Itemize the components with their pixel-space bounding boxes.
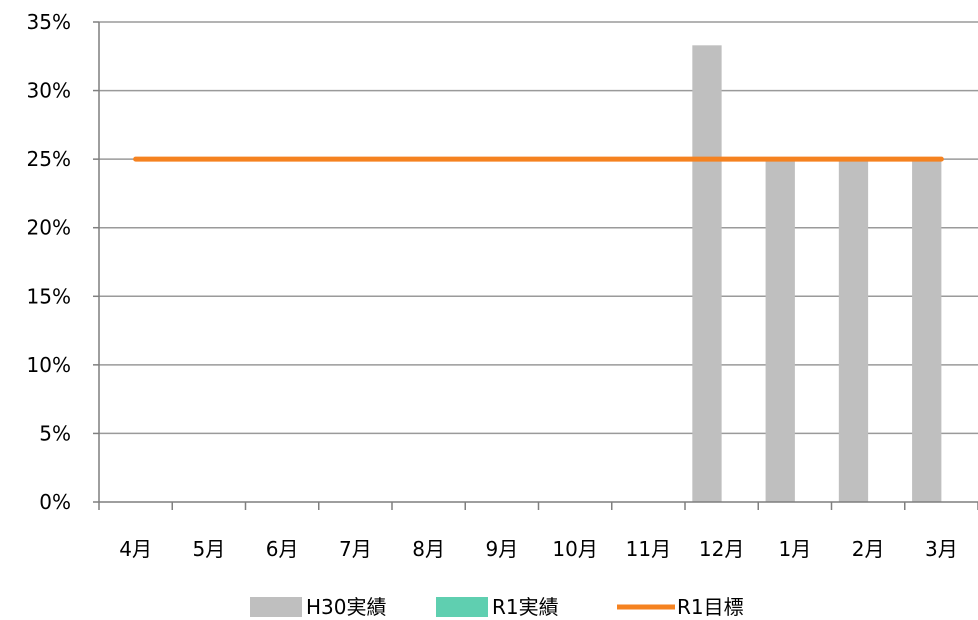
y-tick-label: 25% <box>27 147 71 171</box>
axes <box>93 21 978 510</box>
bar <box>912 159 942 502</box>
y-tick-label: 0% <box>39 490 71 514</box>
y-tick-label: 15% <box>27 284 71 308</box>
bar <box>838 159 869 502</box>
x-tick-label: 7月 <box>339 537 372 561</box>
legend-label: H30実績 <box>306 595 387 619</box>
x-tick-labels: 4月 5月 6月 7月 8月 9月 10月 11月 12月 1月 2月 3月 <box>119 537 957 561</box>
x-tick-label: 2月 <box>852 537 885 561</box>
bars <box>692 45 942 503</box>
x-tick-label: 3月 <box>925 537 958 561</box>
legend-label: R1目標 <box>677 595 744 619</box>
x-tick-label: 8月 <box>412 537 445 561</box>
y-tick-label: 20% <box>27 216 71 240</box>
bar <box>765 159 795 502</box>
y-tick-label: 5% <box>39 421 71 445</box>
x-tick-label: 6月 <box>266 537 299 561</box>
legend: H30実績 R1実績 R1目標 <box>250 595 744 619</box>
y-tick-labels: 0% 5% 10% 15% 20% 25% 30% 35% <box>27 10 71 514</box>
y-tick-label: 30% <box>27 79 71 103</box>
bar <box>692 45 722 503</box>
x-tick-label: 11月 <box>626 537 671 561</box>
x-tick-label: 4月 <box>119 537 152 561</box>
x-tick-label: 10月 <box>552 537 597 561</box>
x-tick-label: 9月 <box>486 537 519 561</box>
legend-swatch <box>250 597 302 617</box>
legend-swatch <box>436 597 488 617</box>
y-tick-label: 35% <box>27 10 71 34</box>
x-tick-label: 1月 <box>779 537 812 561</box>
y-tick-label: 10% <box>27 353 71 377</box>
x-tick-label: 5月 <box>193 537 226 561</box>
legend-label: R1実績 <box>492 595 559 619</box>
x-tick-label: 12月 <box>699 537 744 561</box>
